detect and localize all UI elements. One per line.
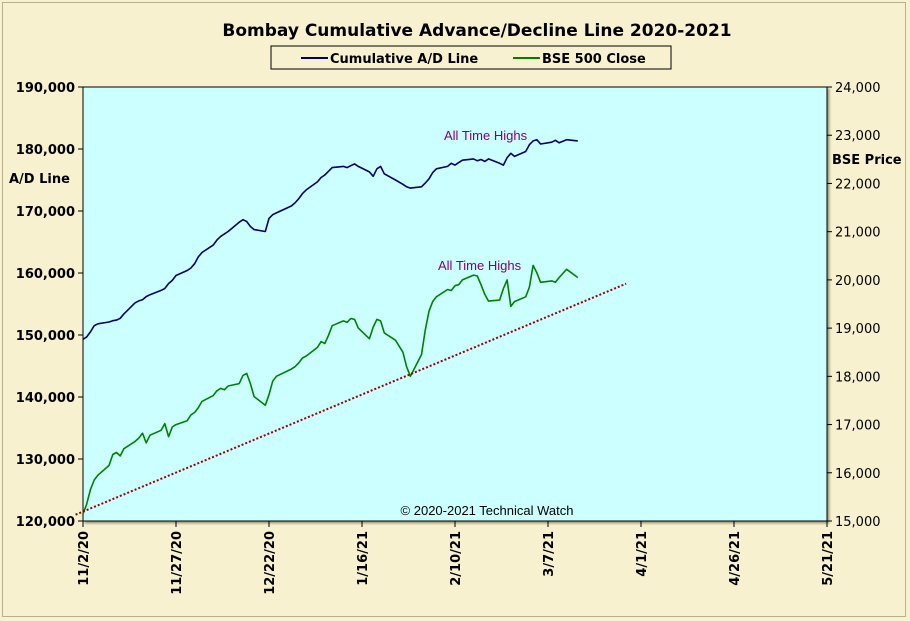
x-tick-label: 2/10/21 xyxy=(449,531,464,586)
y-left-ticks: 120,000 130,000 140,000 150,000 160,000 170,0… xyxy=(16,81,83,530)
y-right-tick-label: 21,000 xyxy=(835,226,881,241)
legend-box xyxy=(270,45,672,70)
series-layer xyxy=(75,138,627,516)
legend-label-ad-line: Cumulative A/D Line xyxy=(330,52,478,67)
y-right-tick-label: 20,000 xyxy=(835,274,881,289)
bse-close-series xyxy=(82,264,579,515)
y-left-tick-label: 120,000 xyxy=(16,515,75,530)
y-left-tick-label: 190,000 xyxy=(16,81,75,96)
y-left-axis-label: A/D Line xyxy=(9,172,70,187)
x-tick-label: 11/2/20 xyxy=(77,531,92,586)
ad-line-series xyxy=(82,138,578,340)
annotation-ad-all-time-highs: All Time Highs xyxy=(444,128,528,143)
x-tick-label: 11/27/20 xyxy=(170,531,185,595)
y-right-tick-label: 15,000 xyxy=(835,515,881,530)
y-right-tick-label: 16,000 xyxy=(835,467,881,482)
x-tick-label: 1/16/21 xyxy=(356,531,371,586)
y-right-tick-label: 22,000 xyxy=(835,177,881,192)
y-right-tick-label: 24,000 xyxy=(835,81,881,96)
x-ticks: 11/2/20 11/27/20 12/22/20 1/16/21 2/10/21 3/7… xyxy=(77,521,836,595)
plot-area xyxy=(82,86,828,522)
trend-line xyxy=(75,282,627,516)
y-right-ticks: 15,000 16,000 17,000 18,000 19,000 20,000 21,0… xyxy=(827,81,881,530)
y-left-tick-label: 180,000 xyxy=(16,143,75,158)
x-tick-label: 4/26/21 xyxy=(728,531,743,586)
y-left-tick-label: 130,000 xyxy=(16,453,75,468)
y-left-tick-label: 160,000 xyxy=(16,267,75,282)
y-right-tick-label: 18,000 xyxy=(835,370,881,385)
x-tick-label: 5/21/21 xyxy=(821,531,836,586)
y-right-tick-label: 23,000 xyxy=(835,129,881,144)
chart-svg: Bombay Cumulative Advance/Decline Line 2… xyxy=(9,21,902,595)
copyright-note: © 2020-2021 Technical Watch xyxy=(401,503,574,518)
y-left-tick-label: 150,000 xyxy=(16,329,75,344)
x-tick-label: 3/7/21 xyxy=(542,531,557,577)
x-tick-label: 4/1/21 xyxy=(635,531,650,577)
y-right-tick-label: 17,000 xyxy=(835,419,881,434)
y-left-tick-label: 140,000 xyxy=(16,391,75,406)
legend: Cumulative A/D Line BSE 500 Close xyxy=(270,45,672,70)
y-left-tick-label: 170,000 xyxy=(16,205,75,220)
y-right-axis-label: BSE Price xyxy=(832,153,902,168)
annotation-bse-all-time-highs: All Time Highs xyxy=(438,258,522,273)
x-tick-label: 12/22/20 xyxy=(263,531,278,595)
chart-title: Bombay Cumulative Advance/Decline Line 2… xyxy=(222,21,731,41)
y-right-tick-label: 19,000 xyxy=(835,322,881,337)
legend-label-bse-close: BSE 500 Close xyxy=(542,52,646,67)
